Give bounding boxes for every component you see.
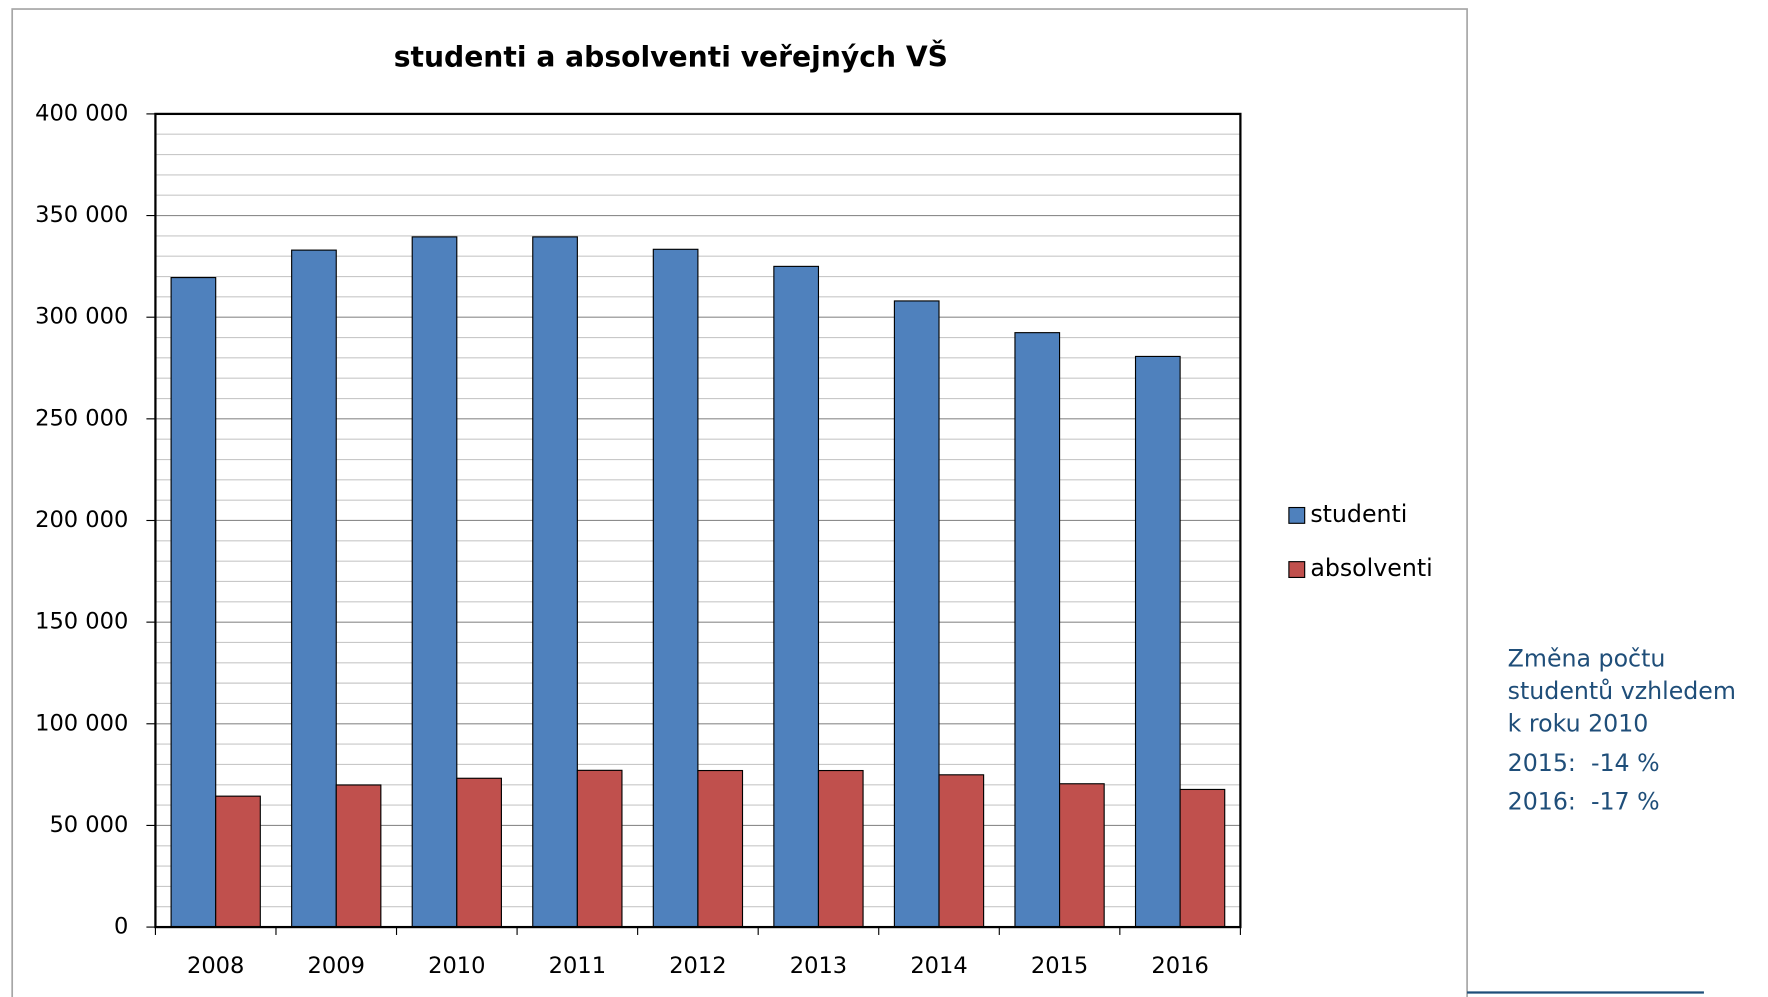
y-tick-label: 150 000 xyxy=(35,609,128,635)
bar xyxy=(697,769,744,928)
y-tick-label: 250 000 xyxy=(35,405,128,431)
x-tick-label: 2011 xyxy=(549,953,606,979)
bar xyxy=(291,249,337,928)
y-tick-label: 350 000 xyxy=(35,202,128,228)
bar xyxy=(773,265,820,928)
note-line: 2015: -14 % xyxy=(1508,749,1660,777)
x-tick-label: 2014 xyxy=(910,953,967,979)
bar xyxy=(817,769,864,928)
y-tick-label: 100 000 xyxy=(35,710,128,736)
bar xyxy=(411,236,458,928)
x-tick-label: 2013 xyxy=(790,953,847,979)
x-tick-label: 2012 xyxy=(669,953,726,979)
y-tick-label: 200 000 xyxy=(35,507,128,533)
x-tick-label: 2008 xyxy=(187,953,244,979)
legend-label: studenti xyxy=(1310,500,1407,528)
legend-swatch xyxy=(1288,561,1306,579)
chart-title: studenti a absolventi veřejných VŠ xyxy=(394,40,948,74)
bar xyxy=(532,236,578,928)
x-tick-label: 2009 xyxy=(308,953,365,979)
y-tick-label: 50 000 xyxy=(49,812,128,838)
legend-swatch xyxy=(1288,506,1306,524)
x-tick-label: 2010 xyxy=(428,953,485,979)
bar xyxy=(1014,332,1061,928)
bar xyxy=(652,248,699,928)
note-heading: Změna počtu xyxy=(1508,644,1666,672)
bar xyxy=(938,774,985,928)
bar xyxy=(170,276,217,928)
legend-label: absolventi xyxy=(1310,554,1432,582)
bar xyxy=(1179,788,1226,928)
bar xyxy=(893,300,940,928)
bar xyxy=(215,795,261,928)
x-tick-label: 2015 xyxy=(1031,953,1088,979)
bar xyxy=(1059,783,1105,928)
note-heading: k roku 2010 xyxy=(1508,710,1649,738)
y-tick-label: 0 xyxy=(114,914,128,940)
note-heading: studentů vzhledem xyxy=(1508,677,1736,705)
bar xyxy=(1134,355,1181,928)
y-tick-label: 300 000 xyxy=(35,304,128,330)
note-line: 2016: -17 % xyxy=(1508,788,1660,816)
bar xyxy=(456,777,502,928)
y-tick-label: 400 000 xyxy=(35,100,128,126)
bar xyxy=(576,769,623,928)
x-tick-label: 2016 xyxy=(1151,953,1208,979)
bar xyxy=(335,784,382,928)
plot-border xyxy=(154,112,1242,929)
